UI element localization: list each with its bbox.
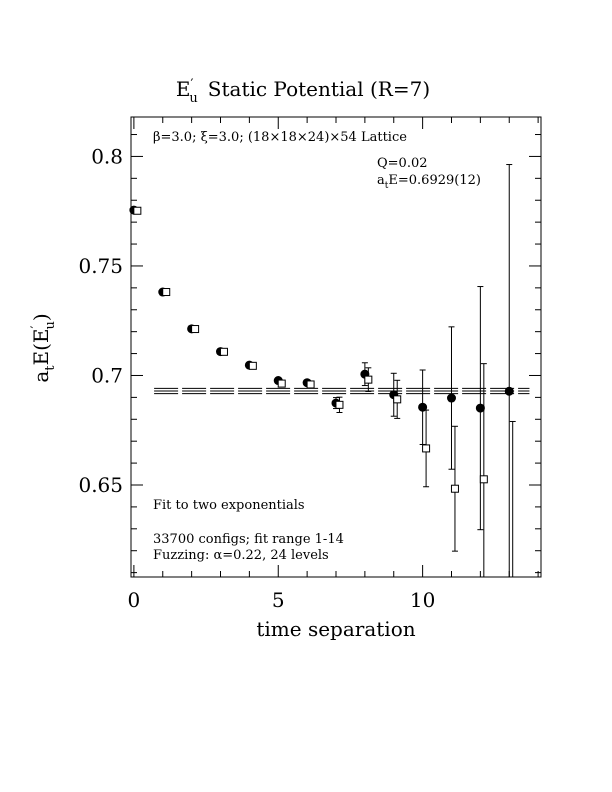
x-axis-label: time separation — [256, 617, 415, 641]
y-axis-label: atE(E′u) — [29, 313, 58, 382]
y-tick-label-1: 0.7 — [91, 363, 123, 387]
energy-subscript: t — [385, 181, 389, 191]
axis-ticks — [131, 117, 541, 577]
y-label-t: t — [43, 365, 58, 371]
data-point-square — [364, 375, 373, 384]
data-point-square — [479, 475, 488, 484]
y-label-E: E(E — [29, 328, 53, 365]
data-point-square — [393, 395, 402, 404]
data-point-square — [277, 379, 286, 388]
y-label-u: u — [43, 321, 58, 329]
fit-band — [154, 387, 530, 395]
chart-title: E′ u Static Potential (R=7) — [176, 77, 430, 106]
data-point-circle — [504, 386, 514, 396]
title-main: E — [176, 77, 191, 101]
data-point-square — [306, 380, 315, 389]
energy-prefix: a — [377, 173, 385, 188]
y-tick-label-0: 0.65 — [78, 473, 123, 497]
data-point-square — [219, 347, 228, 356]
data-point-square — [450, 484, 459, 493]
x-tick-label-0: 0 — [128, 588, 141, 612]
data-point-square — [162, 288, 171, 297]
data-point-circle — [418, 402, 428, 412]
fuzzing-annotation: Fuzzing: α=0.22, 24 levels — [153, 548, 329, 563]
fit-annotation: Fit to two exponentials — [153, 498, 305, 513]
y-label-a: a — [29, 371, 53, 383]
title-rest: Static Potential (R=7) — [208, 77, 430, 101]
data-points — [129, 164, 516, 577]
title-subscript: u — [189, 91, 197, 106]
configs-annotation: 33700 configs; fit range 1-14 — [153, 532, 344, 547]
data-point-square — [133, 206, 142, 215]
energy-annotation: atE=0.6929(12) — [377, 173, 481, 191]
y-tick-label-3: 0.8 — [91, 144, 123, 168]
y-tick-label-2: 0.75 — [78, 254, 123, 278]
data-point-circle — [446, 393, 456, 403]
q-annotation: Q=0.02 — [377, 156, 428, 171]
title-prime: ′ — [190, 77, 193, 92]
x-tick-label-2: 10 — [410, 588, 435, 612]
data-point-circle — [475, 403, 485, 413]
data-point-square — [248, 361, 257, 370]
data-point-square — [335, 400, 344, 409]
y-label-close: ) — [29, 313, 53, 321]
data-point-square — [191, 325, 200, 334]
lattice-annotation: β=3.0; ξ=3.0; (18×18×24)×54 Lattice — [153, 130, 407, 145]
energy-rest: E=0.6929(12) — [388, 173, 481, 188]
tick-labels: 0 5 10 0.65 0.7 0.75 0.8 — [78, 144, 435, 612]
y-label-prime: ′ — [29, 325, 44, 328]
x-tick-label-1: 5 — [272, 588, 285, 612]
data-point-square — [422, 444, 431, 453]
